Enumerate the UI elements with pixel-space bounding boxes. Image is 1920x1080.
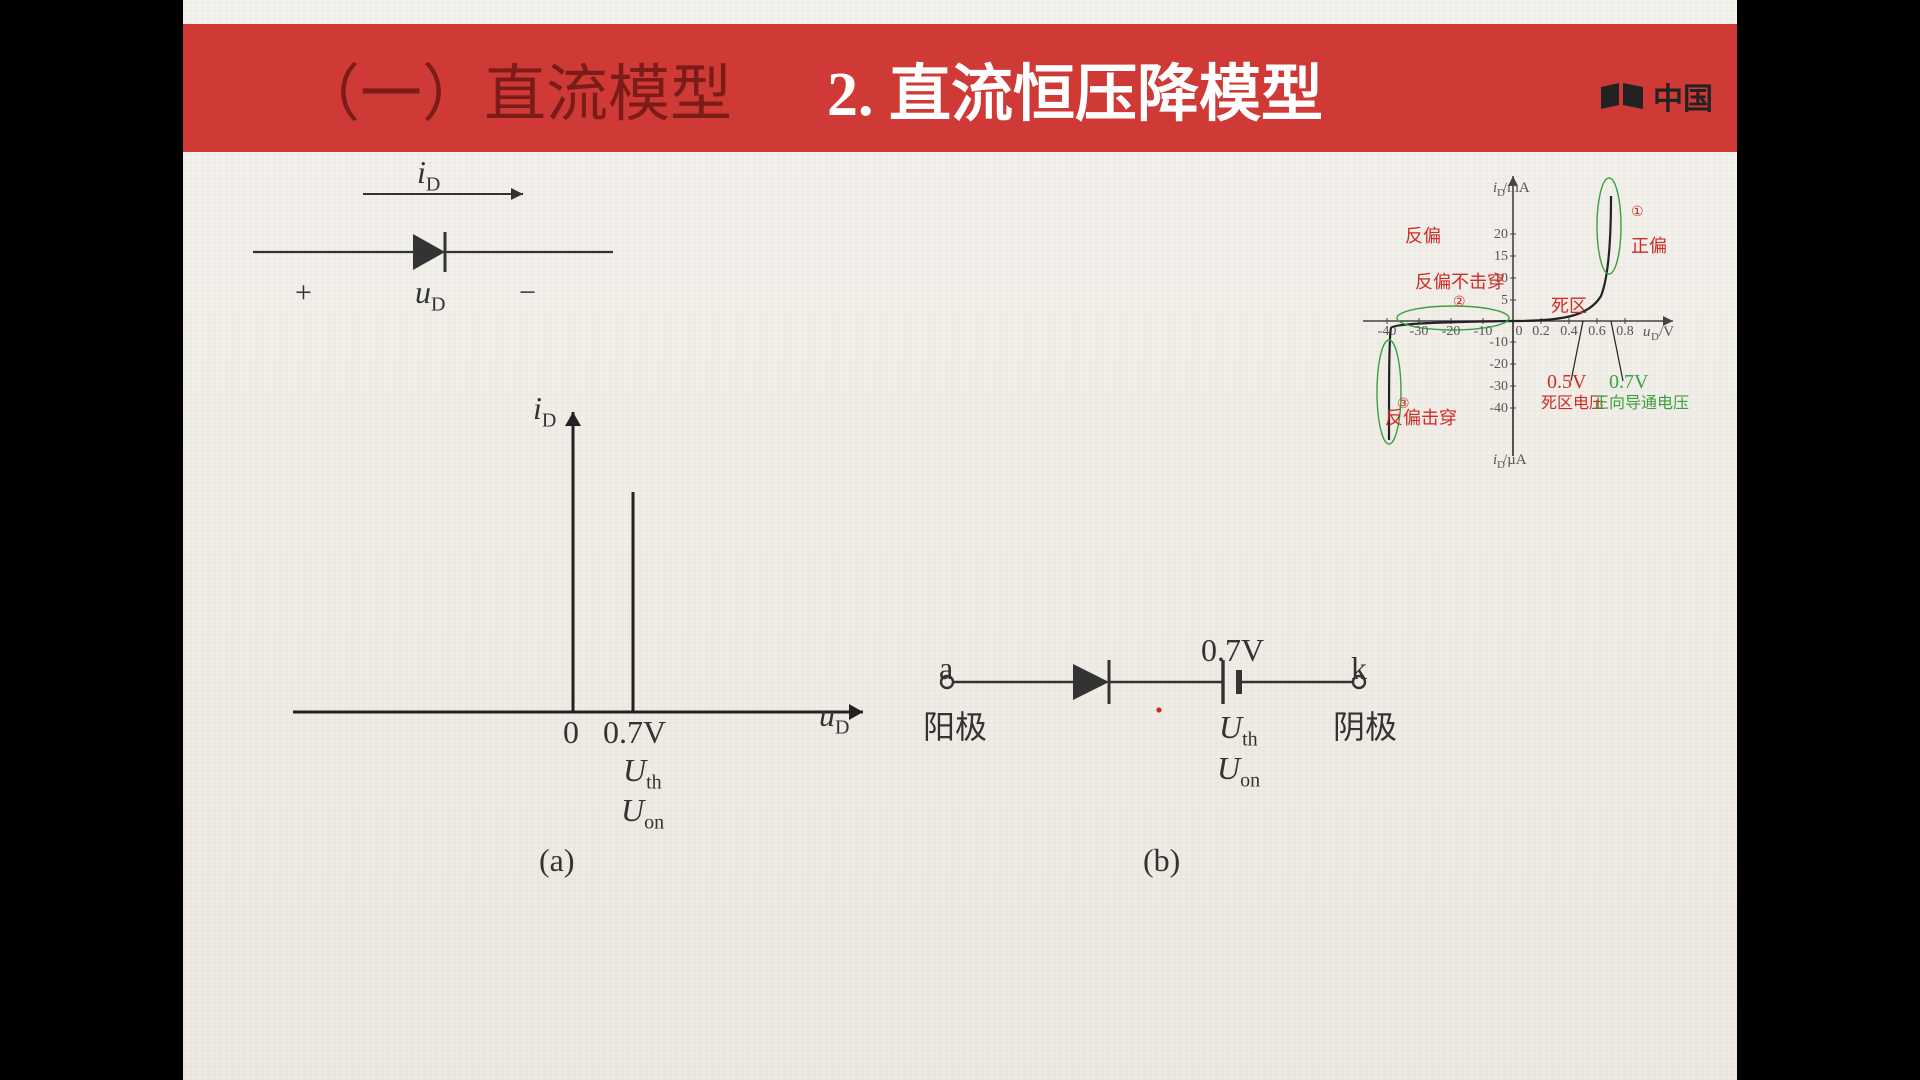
reverse-no-bd-text: 反偏不击穿 [1415,272,1505,292]
num1: ① [1631,205,1644,220]
book-icon [1599,81,1645,111]
slide-header: （一）直流模型 2. 直流恒压降模型 中国 [183,24,1737,152]
letterbox-right [1737,0,1920,1080]
svg-text:20: 20 [1494,227,1508,242]
i-d-label: iD [417,154,440,196]
brand-text: 中国 [1653,74,1713,118]
slide-title: 2. 直流恒压降模型 [827,43,1323,133]
svg-text:D: D [1651,331,1659,343]
panel-a: (a) [539,842,575,879]
u-d-label: uD [415,274,445,316]
dead-v: 0.5V [1547,371,1587,393]
on-v-txt: 正向导通电压 [1593,394,1689,412]
brand-logo: 中国 [1599,74,1713,118]
minus-label: − [519,276,536,310]
svg-text:u: u [1643,324,1651,340]
svg-text:-20: -20 [1489,357,1508,372]
svg-text:-20: -20 [1442,324,1461,339]
equiv-circuit [923,622,1393,782]
anode-label: 阳极 [923,702,987,748]
svg-text:0.2: 0.2 [1532,324,1550,339]
iv-uth: Uth [623,752,662,794]
svg-text:0: 0 [1516,324,1523,339]
section-number: （一）直流模型 [298,43,732,133]
forward-bias-text: 正偏 [1631,236,1667,256]
iv-threshold-v: 0.7V [603,714,666,751]
term-k: k [1351,650,1367,687]
cathode-label: 阴极 [1333,702,1397,748]
iv-chart-a [263,362,903,822]
svg-text:0.8: 0.8 [1616,324,1634,339]
panel-b: (b) [1143,842,1180,879]
svg-text:-10: -10 [1474,324,1493,339]
letterbox-left [0,0,183,1080]
deadzone-text: 死区 [1551,296,1587,316]
slide: （一）直流模型 2. 直流恒压降模型 中国 iD + uD [183,0,1737,1080]
svg-text:0.4: 0.4 [1560,324,1578,339]
equiv-uon: Uon [1217,750,1260,792]
iv-x-label: uD [819,697,849,739]
equiv-v: 0.7V [1201,632,1264,669]
svg-text:-30: -30 [1489,379,1508,394]
iv-uon: Uon [621,792,664,834]
on-v: 0.7V [1609,371,1649,393]
plus-label: + [295,276,312,310]
iv-y-label: iD [533,390,556,432]
iv-origin: 0 [563,714,579,751]
content-canvas: iD + uD − iD uD 0 0.7V Uth Uon [183,152,1737,1080]
reverse-bd-text: 反偏击穿 [1385,408,1457,428]
num2: ② [1453,295,1466,310]
svg-text:/V: /V [1659,324,1674,340]
equiv-uth: Uth [1219,709,1258,751]
term-a: a [939,650,953,687]
svg-text:/mA: /mA [1503,180,1530,196]
svg-text:5: 5 [1501,293,1508,308]
svg-text:15: 15 [1494,249,1508,264]
svg-text:/µA: /µA [1503,452,1527,468]
svg-text:0.6: 0.6 [1588,324,1606,339]
reverse-bias-text: 反偏 [1405,226,1441,246]
svg-text:-40: -40 [1489,401,1508,416]
small-iv-chart: 5 10 15 20 -10 -20 -30 -40 0 [1293,156,1723,476]
